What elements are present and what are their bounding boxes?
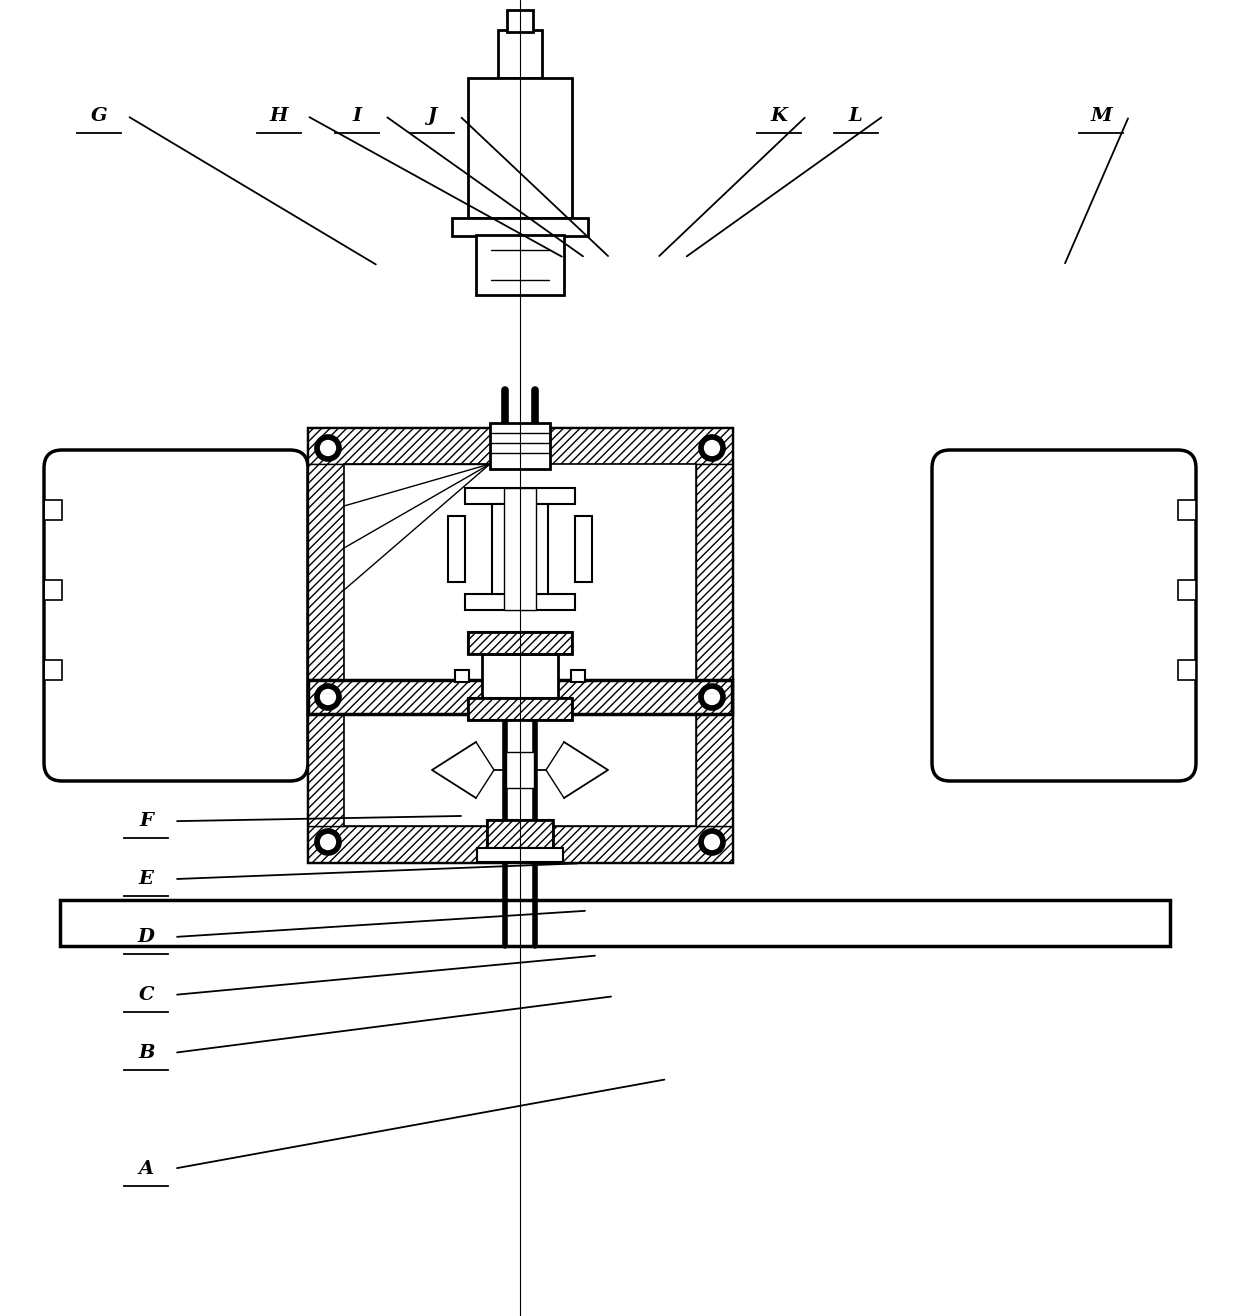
Bar [308, 428, 732, 465]
Bar [487, 820, 553, 848]
Bar [465, 594, 575, 611]
Text: K: K [770, 107, 787, 125]
FancyBboxPatch shape [43, 450, 308, 780]
Circle shape [703, 833, 720, 851]
Circle shape [315, 829, 341, 855]
Bar [477, 848, 563, 862]
Text: F: F [139, 812, 154, 830]
Circle shape [319, 440, 337, 457]
Circle shape [699, 684, 725, 711]
Bar [308, 428, 732, 862]
Bar [467, 78, 572, 218]
Bar [507, 11, 533, 32]
Bar [60, 900, 1171, 946]
Bar [343, 465, 696, 826]
Text: E: E [139, 870, 154, 888]
Bar [492, 504, 548, 594]
Bar [476, 236, 564, 295]
Bar [308, 826, 732, 862]
Circle shape [319, 688, 337, 705]
Bar [1178, 500, 1197, 520]
Circle shape [319, 833, 337, 851]
Text: I: I [352, 107, 362, 125]
Bar [512, 390, 528, 428]
Bar [308, 680, 732, 715]
Bar [43, 661, 62, 680]
Text: G: G [91, 107, 108, 125]
Text: L: L [848, 107, 863, 125]
Bar [498, 30, 542, 78]
Bar [43, 580, 62, 600]
Bar [487, 820, 553, 848]
Bar [467, 697, 572, 720]
Circle shape [703, 688, 720, 705]
FancyBboxPatch shape [932, 450, 1197, 780]
Bar [570, 670, 585, 682]
Text: D: D [138, 928, 155, 946]
Circle shape [699, 436, 725, 461]
Text: C: C [139, 986, 154, 1004]
Bar [1178, 580, 1197, 600]
Bar [575, 516, 591, 582]
Circle shape [699, 829, 725, 855]
Bar [308, 680, 732, 715]
Text: M: M [1090, 107, 1112, 125]
Bar [467, 632, 572, 654]
Bar [696, 465, 732, 826]
Bar [1178, 661, 1197, 680]
Bar [506, 751, 534, 788]
Circle shape [315, 436, 341, 461]
Bar [503, 488, 536, 611]
Bar [308, 465, 343, 826]
Text: B: B [138, 1044, 155, 1062]
Bar [455, 670, 469, 682]
Bar [482, 654, 558, 697]
Bar [448, 516, 465, 582]
Text: A: A [139, 1159, 154, 1178]
Bar [43, 500, 62, 520]
Bar [467, 697, 572, 720]
Circle shape [315, 684, 341, 711]
Text: H: H [270, 107, 288, 125]
Text: J: J [427, 107, 436, 125]
Bar [490, 422, 551, 468]
Bar [465, 488, 575, 504]
Bar [467, 632, 572, 654]
Bar [453, 218, 588, 236]
Circle shape [703, 440, 720, 457]
